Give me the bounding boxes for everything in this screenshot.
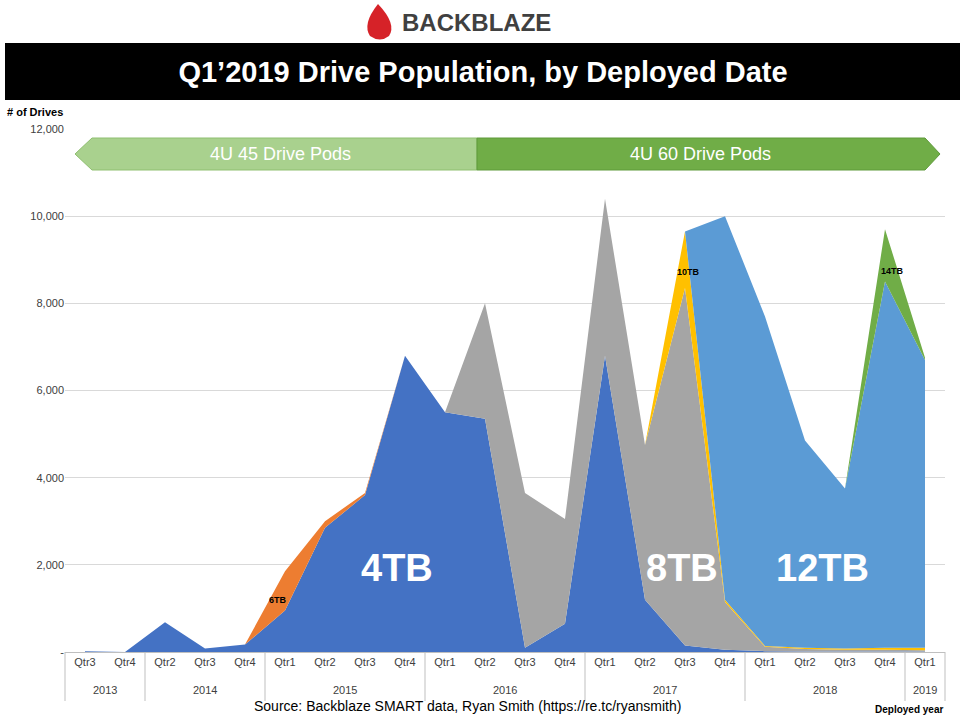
svg-text:6,000: 6,000 <box>36 384 64 396</box>
svg-text:Qtr3: Qtr3 <box>674 656 695 668</box>
svg-text:2019: 2019 <box>913 684 937 696</box>
svg-text:8,000: 8,000 <box>36 297 64 309</box>
svg-text:-: - <box>60 646 64 658</box>
svg-text:4U 45 Drive Pods: 4U 45 Drive Pods <box>210 144 351 164</box>
svg-text:Deployed year: Deployed year <box>875 704 943 715</box>
svg-text:Q1’2019 Drive Population, by D: Q1’2019 Drive Population, by Deployed Da… <box>178 56 787 88</box>
svg-text:BACKBLAZE: BACKBLAZE <box>402 9 551 36</box>
svg-text:Qtr2: Qtr2 <box>794 656 815 668</box>
svg-text:2,000: 2,000 <box>36 559 64 571</box>
svg-text:2015: 2015 <box>333 684 357 696</box>
svg-text:Qtr4: Qtr4 <box>394 656 415 668</box>
svg-text:Qtr1: Qtr1 <box>274 656 295 668</box>
svg-text:12,000: 12,000 <box>30 123 64 135</box>
svg-text:Qtr4: Qtr4 <box>554 656 575 668</box>
svg-text:Qtr1: Qtr1 <box>434 656 455 668</box>
svg-text:Qtr1: Qtr1 <box>914 656 935 668</box>
svg-text:Qtr4: Qtr4 <box>714 656 735 668</box>
svg-text:Source: Backblaze SMART data,: Source: Backblaze SMART data, Ryan Smith… <box>254 698 681 714</box>
svg-text:Qtr3: Qtr3 <box>514 656 535 668</box>
svg-text:Qtr2: Qtr2 <box>474 656 495 668</box>
svg-text:Qtr4: Qtr4 <box>114 656 135 668</box>
svg-text:10,000: 10,000 <box>30 210 64 222</box>
svg-text:4TB: 4TB <box>361 547 433 589</box>
svg-text:2018: 2018 <box>813 684 837 696</box>
svg-text:4U 60 Drive Pods: 4U 60 Drive Pods <box>630 144 771 164</box>
svg-text:Qtr3: Qtr3 <box>354 656 375 668</box>
svg-text:Qtr3: Qtr3 <box>194 656 215 668</box>
svg-text:12TB: 12TB <box>776 547 869 589</box>
svg-text:8TB: 8TB <box>646 547 718 589</box>
svg-text:Qtr4: Qtr4 <box>874 656 895 668</box>
svg-text:Qtr1: Qtr1 <box>594 656 615 668</box>
svg-text:10TB: 10TB <box>677 267 700 277</box>
svg-text:Qtr3: Qtr3 <box>834 656 855 668</box>
svg-text:Qtr2: Qtr2 <box>314 656 335 668</box>
svg-text:2017: 2017 <box>653 684 677 696</box>
svg-text:Qtr1: Qtr1 <box>754 656 775 668</box>
svg-text:2013: 2013 <box>93 684 117 696</box>
svg-text:14TB: 14TB <box>881 266 904 276</box>
svg-text:Qtr4: Qtr4 <box>234 656 255 668</box>
svg-text:Qtr2: Qtr2 <box>154 656 175 668</box>
svg-text:2014: 2014 <box>193 684 217 696</box>
svg-text:2016: 2016 <box>493 684 517 696</box>
svg-text:6TB: 6TB <box>269 595 287 605</box>
svg-text:Qtr3: Qtr3 <box>74 656 95 668</box>
svg-text:Qtr2: Qtr2 <box>634 656 655 668</box>
svg-text:# of Drives: # of Drives <box>7 106 63 118</box>
svg-text:4,000: 4,000 <box>36 472 64 484</box>
